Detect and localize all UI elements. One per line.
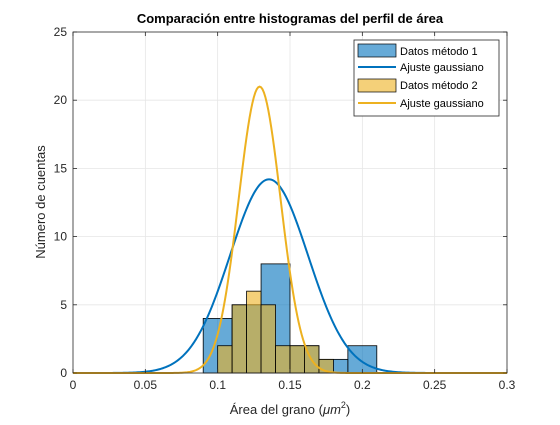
- legend-label-series-3: Datos método 2: [400, 80, 478, 92]
- y-axis-ticks: 0 5 10 15 20 25: [54, 25, 507, 380]
- x-tick-label: 0: [70, 378, 77, 392]
- y-tick-label: 25: [54, 25, 68, 39]
- y-tick-label: 10: [54, 230, 68, 244]
- y-tick-label: 0: [60, 366, 67, 380]
- y-tick-label: 20: [54, 93, 68, 107]
- x-tick-label: 0.25: [423, 378, 447, 392]
- x-tick-label: 0.1: [209, 378, 226, 392]
- legend-swatch-series-1: [357, 43, 397, 58]
- y-axis-label: Número de cuentas: [33, 145, 48, 259]
- histogram-bar: [217, 345, 233, 374]
- x-tick-label: 0.2: [354, 378, 371, 392]
- histogram-bar: [246, 290, 262, 374]
- legend-label-series-2: Ajuste gaussiano: [400, 62, 484, 74]
- legend-item-series-1: Datos método 1: [357, 43, 478, 58]
- histogram-bar: [289, 345, 305, 374]
- legend-item-series-3: Datos método 2: [357, 78, 478, 93]
- chart-title: Comparación entre histogramas del perfil…: [137, 11, 444, 26]
- legend-label-series-1: Datos método 1: [400, 46, 478, 58]
- x-axis-label: Área del grano (μm2): [230, 400, 351, 417]
- legend-item-series-2: Ajuste gaussiano: [358, 62, 484, 74]
- y-tick-label: 15: [54, 161, 68, 175]
- histogram-bar: [275, 345, 291, 374]
- legend-label-series-4: Ajuste gaussiano: [400, 98, 484, 110]
- legend-swatch-series-3: [357, 78, 397, 93]
- histogram-bar: [347, 345, 378, 374]
- x-tick-label: 0.15: [278, 378, 302, 392]
- legend: Datos método 1 Ajuste gaussiano Datos mé…: [353, 39, 500, 117]
- legend-item-series-4: Ajuste gaussiano: [358, 98, 484, 110]
- x-tick-label: 0.05: [134, 378, 158, 392]
- x-tick-label: 0.3: [499, 378, 516, 392]
- y-tick-label: 5: [60, 298, 67, 312]
- histogram-bar: [260, 304, 276, 374]
- histogram-series-2: [217, 290, 334, 374]
- x-axis-ticks: 0 0.05 0.1 0.15 0.2 0.25 0.3: [70, 32, 516, 392]
- histogram-bar: [231, 304, 247, 374]
